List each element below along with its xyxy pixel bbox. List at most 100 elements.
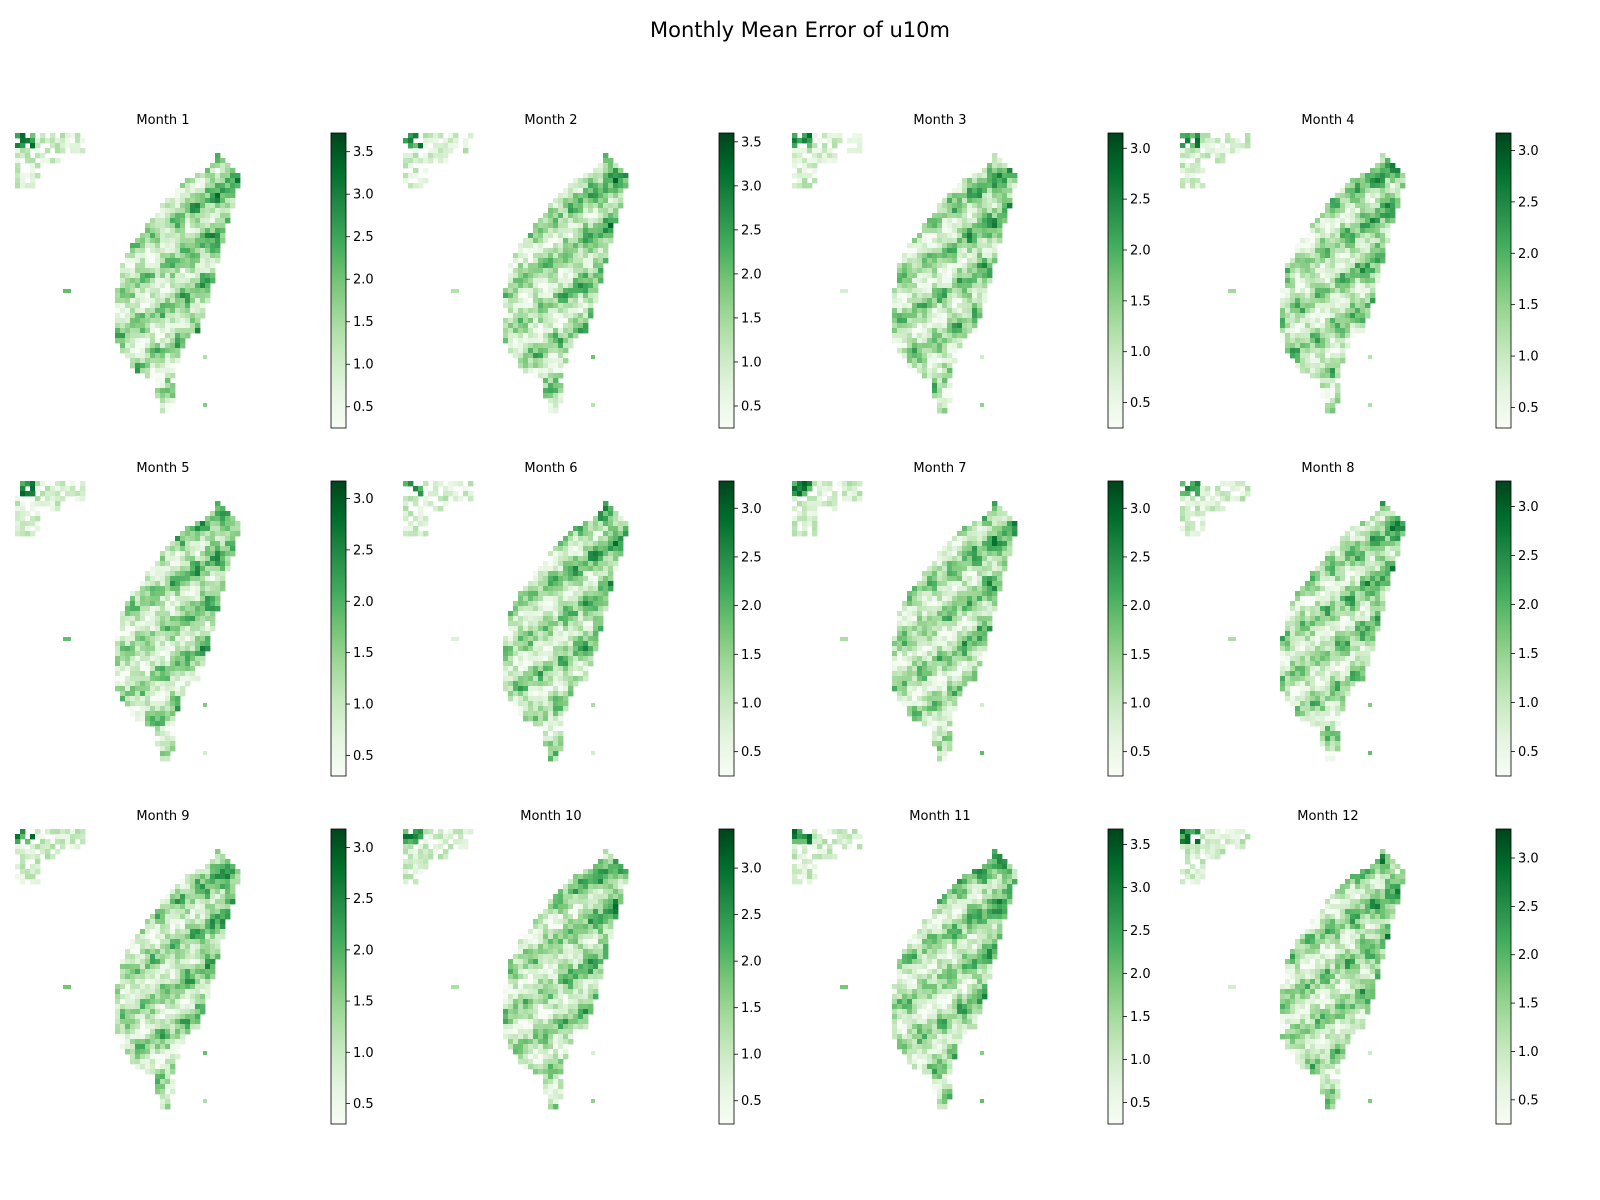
map-cell bbox=[957, 646, 963, 652]
map-cell bbox=[997, 188, 1003, 194]
map-cell bbox=[30, 133, 36, 139]
map-cell bbox=[802, 148, 808, 154]
map-cell bbox=[548, 323, 554, 329]
map-cell bbox=[130, 348, 136, 354]
map-cell bbox=[583, 203, 589, 209]
map-cell bbox=[603, 596, 609, 602]
map-cell bbox=[613, 561, 619, 567]
map-cell bbox=[982, 616, 988, 622]
map-cell bbox=[165, 223, 171, 229]
map-cell bbox=[1315, 338, 1321, 344]
map-cell bbox=[558, 298, 564, 304]
map-cell bbox=[947, 343, 953, 349]
map-cell bbox=[927, 283, 933, 289]
map-cell bbox=[220, 516, 226, 522]
map-cell bbox=[210, 611, 216, 617]
map-cell bbox=[190, 313, 196, 319]
map-cell bbox=[967, 636, 973, 642]
map-cell bbox=[518, 363, 524, 369]
map-cell bbox=[190, 318, 196, 324]
map-cell bbox=[967, 223, 973, 229]
map-cell bbox=[912, 248, 918, 254]
colorbar-gradient bbox=[1107, 132, 1124, 429]
map-cell bbox=[165, 606, 171, 612]
map-cell bbox=[952, 228, 958, 234]
map-cell bbox=[1325, 248, 1331, 254]
map-cell bbox=[992, 208, 998, 214]
map-cell bbox=[972, 621, 978, 627]
map-cell bbox=[205, 581, 211, 587]
map-cell bbox=[115, 303, 121, 309]
map-cell bbox=[957, 661, 963, 667]
map-cell bbox=[538, 273, 544, 279]
map-cell bbox=[513, 263, 519, 269]
map-cell bbox=[1315, 278, 1321, 284]
map-cell bbox=[1340, 273, 1346, 279]
map-cell bbox=[962, 228, 968, 234]
map-cell bbox=[957, 213, 963, 219]
map-cell bbox=[160, 223, 166, 229]
map-cell bbox=[1360, 258, 1366, 264]
map-cell bbox=[907, 288, 913, 294]
map-cell bbox=[1280, 313, 1286, 319]
map-cell bbox=[180, 586, 186, 592]
map-cell bbox=[957, 193, 963, 199]
map-cell bbox=[15, 158, 21, 164]
map-cell bbox=[548, 616, 554, 622]
map-cell bbox=[952, 596, 958, 602]
map-cell bbox=[563, 656, 569, 662]
map-cell bbox=[423, 168, 429, 174]
map-cell bbox=[553, 636, 559, 642]
map-cell bbox=[160, 626, 166, 632]
map-cell bbox=[563, 348, 569, 354]
map-cell bbox=[165, 716, 171, 722]
map-cell bbox=[1350, 283, 1356, 289]
map-cell bbox=[1335, 313, 1341, 319]
map-cell bbox=[902, 283, 908, 289]
map-cell bbox=[992, 198, 998, 204]
map-cell bbox=[203, 355, 207, 359]
map-cell bbox=[598, 591, 604, 597]
map-cell bbox=[523, 691, 529, 697]
map-cell bbox=[1340, 358, 1346, 364]
map-cell bbox=[155, 343, 161, 349]
map-cell bbox=[145, 333, 151, 339]
map-cell bbox=[952, 631, 958, 637]
map-cell bbox=[797, 168, 803, 174]
map-cell bbox=[573, 616, 579, 622]
map-cell bbox=[508, 323, 514, 329]
map-cell bbox=[220, 198, 226, 204]
map-cell bbox=[583, 576, 589, 582]
map-cell bbox=[608, 526, 614, 532]
map-cell bbox=[553, 696, 559, 702]
map-cell bbox=[518, 283, 524, 289]
map-cell bbox=[185, 283, 191, 289]
map-cell bbox=[937, 293, 943, 299]
map-cell bbox=[130, 701, 136, 707]
map-cell bbox=[165, 293, 171, 299]
map-cell bbox=[423, 531, 429, 537]
map-cell bbox=[160, 383, 166, 389]
map-cell bbox=[962, 651, 968, 657]
map-cell bbox=[568, 303, 574, 309]
map-cell bbox=[508, 621, 514, 627]
map-cell bbox=[528, 358, 534, 364]
map-cell bbox=[115, 671, 121, 677]
map-cell bbox=[225, 213, 231, 219]
map-cell bbox=[190, 273, 196, 279]
map-cell bbox=[533, 298, 539, 304]
map-cell bbox=[205, 298, 211, 304]
map-cell bbox=[578, 636, 584, 642]
colorbar-tick-label: 3.0 bbox=[741, 502, 762, 517]
map-cell bbox=[568, 661, 574, 667]
map-cell bbox=[558, 223, 564, 229]
map-cell bbox=[608, 188, 614, 194]
map-cell bbox=[987, 218, 993, 224]
map-cell bbox=[603, 536, 609, 542]
map-cell bbox=[155, 611, 161, 617]
map-cell bbox=[1360, 278, 1366, 284]
map-cell bbox=[125, 616, 131, 622]
map-cell bbox=[937, 273, 943, 279]
map-cell bbox=[160, 661, 166, 667]
map-cell bbox=[528, 611, 534, 617]
